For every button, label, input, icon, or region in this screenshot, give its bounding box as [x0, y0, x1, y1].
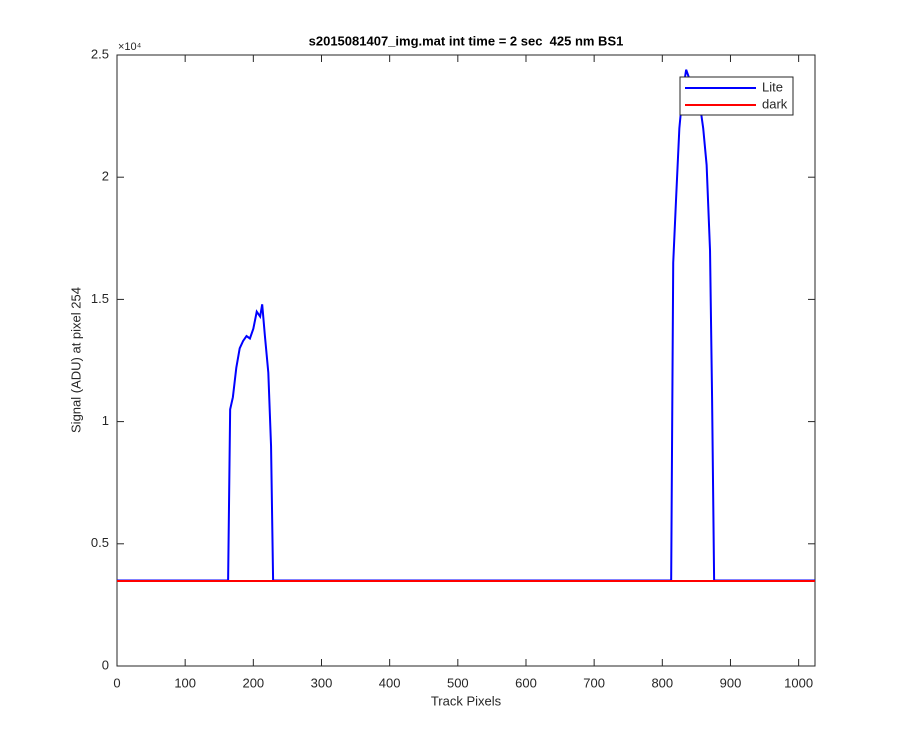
x-tick-label: 200 [242, 675, 264, 690]
y-tick-label: 1.5 [91, 291, 109, 306]
y-tick-label: 0 [102, 657, 109, 672]
legend: Lite dark [679, 76, 794, 116]
chart-title: s2015081407_img.mat int time = 2 sec 425… [309, 33, 624, 48]
x-tick-label: 500 [447, 675, 469, 690]
legend-box [679, 76, 794, 116]
x-tick-label: 600 [515, 675, 537, 690]
legend-label: Lite [762, 79, 783, 94]
x-axis-label: Track Pixels [431, 693, 502, 708]
x-tick-label: 0 [113, 675, 120, 690]
x-tick-label: 700 [583, 675, 605, 690]
x-tick-label: 800 [651, 675, 673, 690]
y-tick-label: 2 [102, 169, 109, 184]
y-tick-label: 2.5 [91, 46, 109, 61]
y-exponent: ×10⁴ [118, 41, 142, 53]
y-axis-label: Signal (ADU) at pixel 254 [68, 287, 83, 433]
plot-area [116, 54, 816, 667]
y-tick-label: 1 [102, 413, 109, 428]
x-tick-label: 400 [379, 675, 401, 690]
x-tick-label: 1000 [784, 675, 813, 690]
legend-label: dark [762, 96, 788, 111]
x-tick-label: 100 [174, 675, 196, 690]
x-tick-label: 900 [720, 675, 742, 690]
x-tick-label: 300 [311, 675, 333, 690]
y-tick-label: 0.5 [91, 535, 109, 550]
